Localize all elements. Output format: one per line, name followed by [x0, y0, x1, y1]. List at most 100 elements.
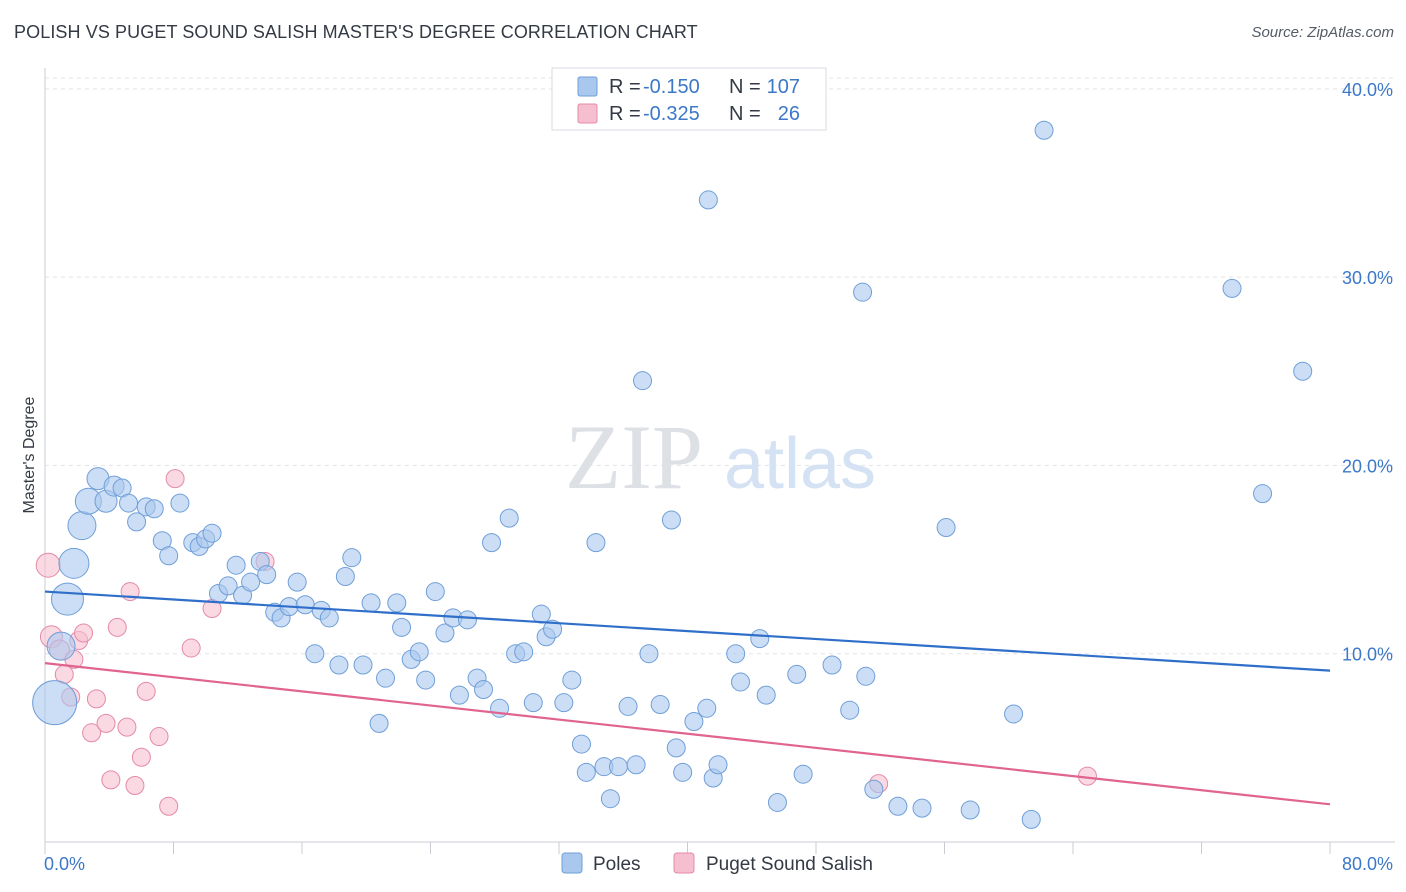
poles-point-85 [731, 672, 751, 692]
poles-point-77 [661, 510, 681, 530]
poles-point-89 [787, 664, 807, 684]
y-tick-labels: 10.0% 20.0% 30.0% 40.0% [1342, 80, 1393, 665]
poles-point-41 [369, 713, 389, 733]
poles-point-1 [50, 582, 84, 616]
poles-point-16 [170, 493, 190, 513]
watermark: ZIP atlas [565, 406, 876, 508]
poles-point-65 [562, 670, 582, 690]
poles-point-42 [376, 668, 396, 688]
poles-point-92 [840, 700, 860, 720]
bottom-legend-swatch-poles [561, 852, 583, 874]
chart-title: POLISH VS PUGET SOUND SALISH MASTER'S DE… [14, 22, 698, 42]
poles-point-38 [342, 548, 362, 568]
salish-point-16 [131, 747, 151, 767]
poles-point-66 [571, 734, 591, 754]
poles-point-47 [416, 670, 436, 690]
grid-lines [45, 77, 1395, 655]
poles-point-0 [32, 680, 78, 726]
bottom-legend-swatch-salish [673, 852, 695, 874]
poles-point-78 [666, 738, 686, 758]
poles-point-51 [449, 685, 469, 705]
axes [44, 68, 1395, 854]
poles-point-84 [726, 644, 746, 664]
poles-point-3 [67, 511, 97, 541]
x-tick-label-min: 0.0% [44, 854, 85, 874]
poles-point-33 [305, 644, 325, 664]
poles-point-22 [218, 576, 238, 596]
poles-point-31 [287, 572, 307, 592]
salish-point-20 [165, 469, 185, 489]
poles-point-61 [531, 604, 551, 624]
poles-point-105 [1253, 484, 1273, 504]
poles-point-96 [888, 796, 908, 816]
poles-point-25 [241, 572, 261, 592]
poles-point-95 [864, 779, 884, 799]
poles-point-87 [756, 685, 776, 705]
poles-point-106 [1293, 361, 1313, 381]
poles-point-70 [600, 789, 620, 809]
poles-point-32 [295, 595, 315, 615]
correlation-legend: R = -0.150 N = 107 R = -0.325 N = 26 [551, 67, 827, 131]
poles-point-104 [1222, 278, 1242, 298]
poles-point-94 [856, 666, 876, 686]
legend-swatch-salish [577, 103, 598, 124]
poles-point-90 [793, 764, 813, 784]
poles-point-71 [608, 757, 628, 777]
poles-point-36 [329, 655, 349, 675]
poles-point-13 [144, 499, 164, 519]
watermark-zip: ZIP [565, 406, 703, 508]
poles-point-35 [319, 608, 339, 628]
poles-point-100 [1004, 704, 1024, 724]
legend-r-value-salish: -0.325 [643, 103, 700, 125]
salish-point-19 [159, 796, 179, 816]
poles-point-20 [202, 523, 222, 543]
poles-point-98 [936, 518, 956, 538]
poles-point-101 [1021, 809, 1041, 829]
poles-point-74 [633, 371, 653, 391]
poles-point-44 [392, 617, 412, 637]
y-axis-label: Master's Degree [21, 396, 38, 513]
salish-point-8 [82, 723, 102, 743]
salish-point-13 [117, 717, 137, 737]
series-legend: Poles Puget Sound Salish [561, 852, 873, 875]
poles-trend-line [44, 590, 1331, 672]
poles-point-57 [499, 508, 519, 528]
poles-point-86 [750, 629, 770, 649]
salish-point-21 [181, 638, 201, 658]
poles-point-88 [767, 792, 787, 812]
poles-point-102 [698, 190, 718, 210]
x-tick-label-max: 80.0% [1342, 854, 1393, 874]
poles-point-75 [639, 644, 659, 664]
poles-point-73 [626, 755, 646, 775]
watermark-atlas: atlas [724, 424, 876, 504]
poles-point-4 [46, 631, 76, 661]
series-puget-sound-salish-points [35, 469, 1097, 816]
salish-point-7 [74, 623, 94, 643]
poles-point-15 [159, 546, 179, 566]
salish-point-17 [136, 681, 156, 701]
poles-point-54 [474, 679, 494, 699]
poles-point-23 [226, 555, 246, 575]
salish-trend-line [44, 662, 1331, 806]
salish-point-10 [96, 713, 116, 733]
series-poles-points [32, 120, 1313, 829]
salish-point-0 [35, 552, 61, 578]
legend-n-label-salish: N = [729, 103, 761, 125]
legend-box [551, 67, 827, 131]
poles-point-10 [119, 493, 139, 513]
poles-point-59 [514, 642, 534, 662]
legend-r-label-poles: R = [609, 76, 641, 98]
poles-point-91 [822, 655, 842, 675]
y-tick-label-30: 30.0% [1342, 268, 1393, 288]
poles-point-60 [523, 693, 543, 713]
y-tick-label-10: 10.0% [1342, 645, 1393, 665]
legend-swatch-poles [577, 76, 598, 97]
y-tick-label-20: 20.0% [1342, 456, 1393, 476]
legend-n-label-poles: N = [729, 76, 761, 98]
poles-point-63 [543, 619, 563, 639]
poles-point-99 [960, 800, 980, 820]
poles-point-64 [554, 693, 574, 713]
salish-point-12 [107, 617, 127, 637]
poles-point-48 [425, 582, 445, 602]
